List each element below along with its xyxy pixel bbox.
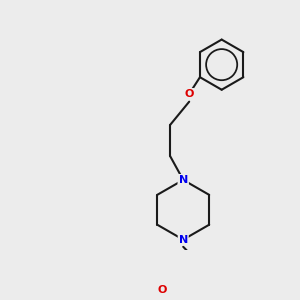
Text: N: N <box>178 235 188 244</box>
Text: O: O <box>184 89 194 99</box>
Text: O: O <box>158 285 167 296</box>
Text: N: N <box>178 175 188 185</box>
Text: N: N <box>178 175 188 185</box>
